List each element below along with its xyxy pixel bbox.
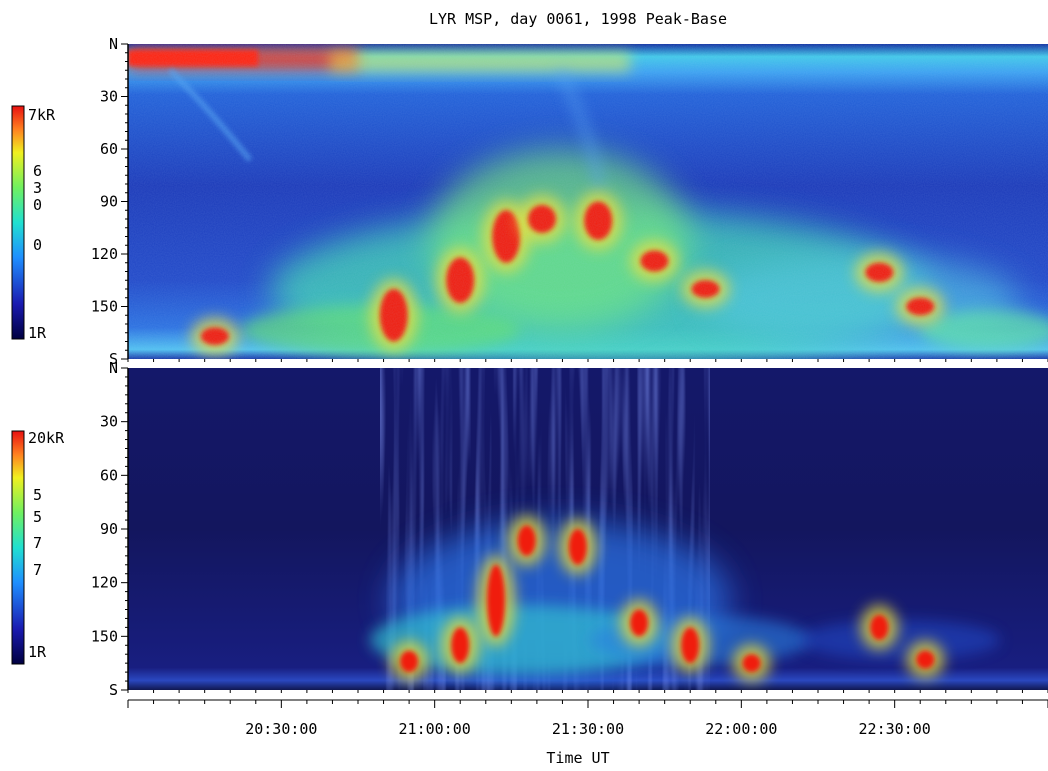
- colorbar-lower-mid-3: 7: [33, 561, 42, 579]
- colorbar-lower-max: 20kR: [28, 429, 65, 447]
- colorbar-upper-min: 1R: [28, 324, 47, 342]
- event-mark: [568, 529, 587, 565]
- y-tick-label: 30: [100, 413, 118, 431]
- colorbar-upper-mid-1: 3: [33, 179, 42, 197]
- colorbar-lower-mid-1: 5: [33, 508, 42, 526]
- x-tick-label: 21:30:00: [552, 720, 624, 738]
- colorbar-lower-mid-0: 5: [33, 486, 42, 504]
- event-mark: [487, 564, 505, 637]
- event-mark: [451, 627, 470, 664]
- y-tick-label: 30: [100, 88, 118, 106]
- colorbar-lower-mid-2: 7: [33, 534, 42, 552]
- x-tick-label: 21:00:00: [399, 720, 471, 738]
- colorbar-upper-mid-3: 0: [33, 236, 42, 254]
- lower-panel: [128, 368, 1048, 690]
- y-tick-label: 120: [91, 574, 118, 592]
- colorbar-lower-min: 1R: [28, 643, 47, 661]
- event-mark: [630, 609, 649, 637]
- y-tick-label: 60: [100, 466, 118, 484]
- colorbar-upper-mid-0: 6: [33, 162, 42, 180]
- x-tick-label: 22:00:00: [705, 720, 777, 738]
- event-mark: [400, 650, 419, 673]
- y-tick-label: S: [109, 350, 118, 368]
- chart-title: LYR MSP, day 0061, 1998 Peak-Base: [429, 10, 727, 28]
- y-tick-label: N: [109, 359, 118, 377]
- y-tick-label: N: [109, 35, 118, 53]
- y-tick-label: 60: [100, 140, 118, 158]
- upper-panel: [128, 44, 1048, 359]
- event-mark: [742, 654, 761, 673]
- colorbar-upper-max: 7kR: [28, 106, 56, 124]
- event-mark: [916, 650, 935, 669]
- event-mark: [870, 614, 889, 640]
- colorbar-lower: 20kR 1R 5 5 7 7: [11, 429, 65, 665]
- colorbar-upper-mid-2: 0: [33, 196, 42, 214]
- event-mark: [681, 627, 700, 664]
- x-tick-label: 22:30:00: [859, 720, 931, 738]
- y-tick-label: 150: [91, 627, 118, 645]
- y-tick-label: 90: [100, 520, 118, 538]
- x-tick-label: 20:30:00: [245, 720, 317, 738]
- y-tick-label: 90: [100, 193, 118, 211]
- y-tick-label: S: [109, 681, 118, 699]
- event-mark: [517, 525, 536, 556]
- y-tick-label: 120: [91, 245, 118, 263]
- x-axis-label: Time UT: [546, 749, 609, 767]
- y-tick-label: 150: [91, 298, 118, 316]
- colorbar-upper: 7kR 1R 6 3 0 0: [11, 105, 56, 342]
